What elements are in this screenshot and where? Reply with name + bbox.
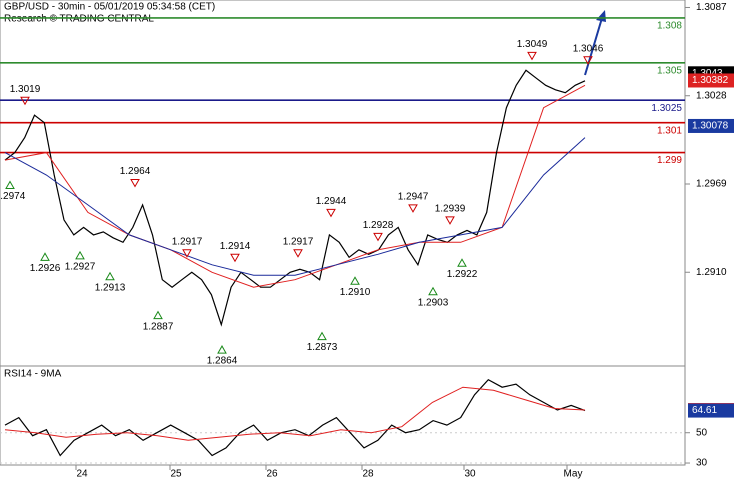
low-label: 1.2873 [307,342,338,353]
x-tick-label: 26 [266,469,278,480]
chart-subtitle: Research © TRADING CENTRAL [4,14,154,25]
level-label: 1.299 [657,155,682,166]
price-tag [688,403,734,418]
high-label: 1.2917 [172,236,203,247]
price-line [4,84,586,288]
x-tick-label: 30 [464,469,476,480]
high-label: 1.2964 [120,166,151,177]
x-tick-label: 25 [170,469,182,480]
high-marker [408,204,418,213]
plot-frame [0,0,686,466]
high-label: 1.2947 [398,192,429,203]
low-label: 1.2922 [447,269,478,280]
x-tick-label: 28 [362,469,374,480]
low-marker [153,310,163,320]
high-label: 1.3019 [10,84,41,95]
high-label: 1.3046 [573,43,604,54]
high-label: 1.2939 [435,204,466,215]
level-label: 1.305 [657,65,682,76]
x-tick-label: 24 [76,469,88,480]
high-label: 1.2917 [283,236,314,247]
high-label: 1.2928 [363,220,394,231]
low-marker [428,286,438,296]
high-marker [373,232,383,242]
level-label: 1.301 [657,125,682,136]
y-tick-label: 30 [696,458,708,469]
low-label: 1.2887 [143,321,174,332]
high-marker [445,216,455,225]
low-marker [5,180,15,190]
high-label: 1.2914 [220,241,251,252]
low-label: 1.2864 [207,356,238,367]
low-marker [105,271,115,281]
high-marker [182,249,192,258]
forecast-arrow-head [596,10,606,22]
price-line [4,378,586,457]
high-marker [130,178,140,188]
high-label: 1.3049 [517,39,548,50]
low-label: 1.2903 [418,297,449,308]
low-label: 1.2910 [340,287,371,298]
low-marker [317,331,327,341]
price-tag-label: 64.61 [692,405,717,416]
price-tag [688,118,734,133]
level-label: 1.308 [657,21,682,32]
price-tag-label: 1.3043 [692,68,723,79]
price-line [4,137,586,276]
low-label: 1.2926 [30,263,61,274]
high-label: 1.2944 [316,196,347,207]
x-tick-label: May [564,469,583,480]
low-label: 1.2913 [95,282,126,293]
chart-title: GBP/USD - 30min - 05/01/2019 05:34:58 (C… [4,2,215,13]
low-marker [40,252,50,261]
y-tick-label: 1.2910 [696,267,727,278]
high-marker [326,208,336,218]
high-marker [293,249,303,258]
price-line [4,69,586,327]
high-marker [527,51,537,61]
level-label: 1.3025 [651,103,682,114]
y-tick-label: 1.2969 [696,179,727,190]
price-tag-label: 1.30382 [692,75,729,86]
forecast-arrow [584,17,603,76]
y-tick-label: 1.3028 [696,90,727,101]
price-tag [688,73,734,88]
low-marker [457,258,467,267]
price-tag-label: 1.30078 [692,121,729,132]
y-tick-label: 50 [696,427,708,438]
low-marker [350,276,360,285]
high-marker [20,96,30,106]
low-marker [75,250,85,260]
high-marker [583,56,593,65]
price-line [4,386,586,441]
y-tick-label: 1.3087 [696,2,727,13]
high-marker [230,253,240,263]
low-marker [217,345,227,354]
rsi-title: RSI14 - 9MA [4,369,62,380]
low-label: 1.2974 [0,191,26,202]
low-label: 1.2927 [65,261,96,272]
